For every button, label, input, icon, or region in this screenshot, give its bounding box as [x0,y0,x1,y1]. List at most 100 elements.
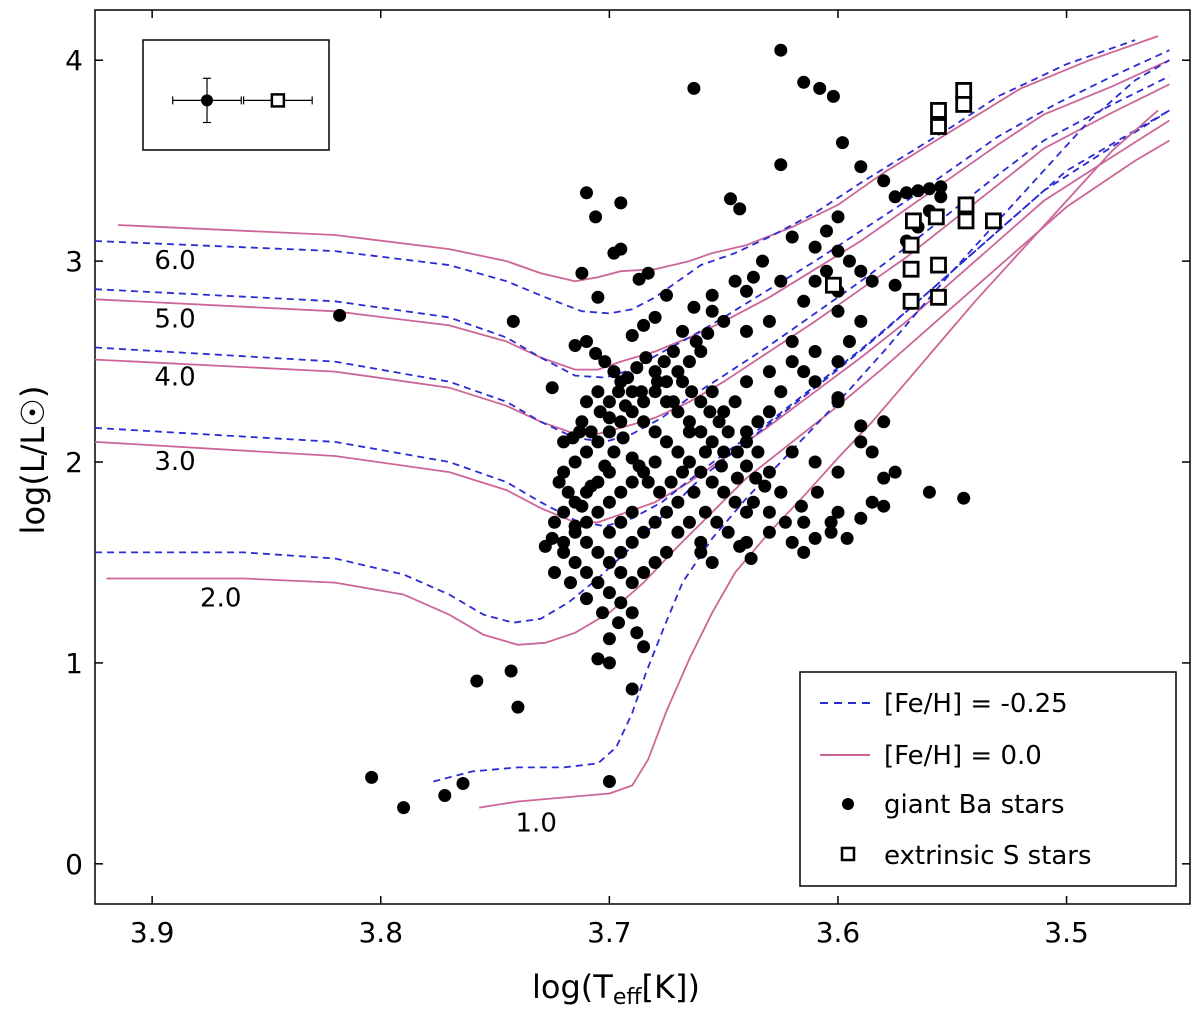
ba-star-point [602,395,616,409]
ba-star-point [820,264,833,278]
ba-star-point [826,89,840,103]
ba-star-point [911,184,925,198]
ba-star-point [365,770,379,784]
ba-star-point [865,495,879,509]
star-points [333,43,1002,815]
ba-star-point [561,485,575,499]
x-axis-title-tail: [K]) [642,968,700,1006]
ba-star-point [774,274,788,288]
ba-star-point [504,664,518,678]
ba-star-point [637,415,651,429]
ba-star-point [650,375,664,389]
ba-star-point [682,515,696,529]
ba-star-point [854,314,868,328]
ba-star-point [676,375,689,389]
ba-star-point [687,485,701,499]
ba-star-point [664,475,678,489]
ba-star-point [831,355,845,369]
ba-star-point [854,160,868,174]
ba-star-point [797,365,811,379]
ba-star-point [625,606,639,620]
ba-star-point [580,395,593,409]
ba-star-point [758,479,772,493]
ba-star-point [762,465,776,479]
ba-star-point [333,308,347,322]
ba-star-point [639,351,653,365]
ba-star-point [740,459,753,473]
ba-star-point [694,345,708,358]
ba-star-point [598,459,612,473]
s-star-point [930,256,947,274]
ba-star-point [877,174,891,188]
ba-star-point [721,525,735,539]
ba-star-point [676,324,689,338]
ba-star-point [749,471,763,485]
ba-star-point [714,459,728,473]
ba-star-point [774,385,788,399]
ba-star-point [456,777,470,790]
ba-star-point [694,465,708,479]
ba-star-point [548,566,561,579]
ba-star-point [598,355,612,369]
mass-labels: 6.0 5.0 4.0 3.0 2.0 1.0 [154,246,557,839]
ba-star-point [596,606,609,620]
ba-star-point [653,485,667,499]
ba-star-point [740,505,753,519]
ba-star-point [808,345,822,358]
legend-label-ba: giant Ba stars [884,790,1065,820]
ba-star-point [616,431,630,445]
legend: [Fe/H] = -0.25 [Fe/H] = 0.0 giant Ba sta… [799,671,1177,887]
ba-star-point [820,224,833,238]
ba-star-point [607,246,621,260]
ba-star-point [591,290,605,304]
ba-star-point [648,425,662,439]
ba-star-point [548,515,561,529]
ba-star-point [630,626,644,640]
ba-star-point [591,435,605,449]
legend-marker-ba [842,798,854,810]
y-axis-title: log(L/L☉) [14,386,52,535]
ba-star-point [922,182,936,196]
x-tick-label: 3.5 [1044,916,1089,949]
x-tick-label: 3.7 [587,916,632,949]
ba-star-point [934,190,948,204]
ba-star-point [589,347,603,360]
ba-star-point [842,254,856,268]
ba-star-point [660,375,673,389]
ba-star-point [648,556,662,569]
ba-star-point [797,75,811,89]
ba-star-point [591,576,605,590]
ba-star-point [580,186,593,200]
mass-label: 2.0 [200,584,241,614]
ba-star-point [740,324,753,338]
ba-star-point [614,566,628,579]
ba-star-point [602,632,616,646]
ba-star-point [888,278,902,292]
ba-star-point [625,385,639,399]
ba-star-point [557,465,571,479]
ba-star-point [721,425,735,439]
ba-star-point [614,596,628,610]
ba-star-point [831,210,845,224]
ba-star-point [671,365,685,379]
ba-star-point [602,586,616,600]
ba-star-point [712,415,726,429]
ba-star-point [888,190,902,204]
ba-star-point [621,371,635,385]
ba-star-point [660,545,673,559]
ba-star-point [705,435,719,449]
ba-star-point [717,314,731,328]
ba-star-point [602,525,616,539]
ba-star-point [710,515,724,529]
ba-star-point [751,415,765,429]
ba-star-point [774,43,788,57]
ba-star-point [564,576,577,590]
ba-star-point [877,499,891,513]
ba-star-point [657,355,671,369]
ba-star-point [724,192,737,206]
ba-star-point [831,304,845,318]
ba-star-point [694,425,708,439]
ba-star-point [648,385,662,399]
ba-star-point [854,435,868,449]
s-star-point [902,260,920,278]
